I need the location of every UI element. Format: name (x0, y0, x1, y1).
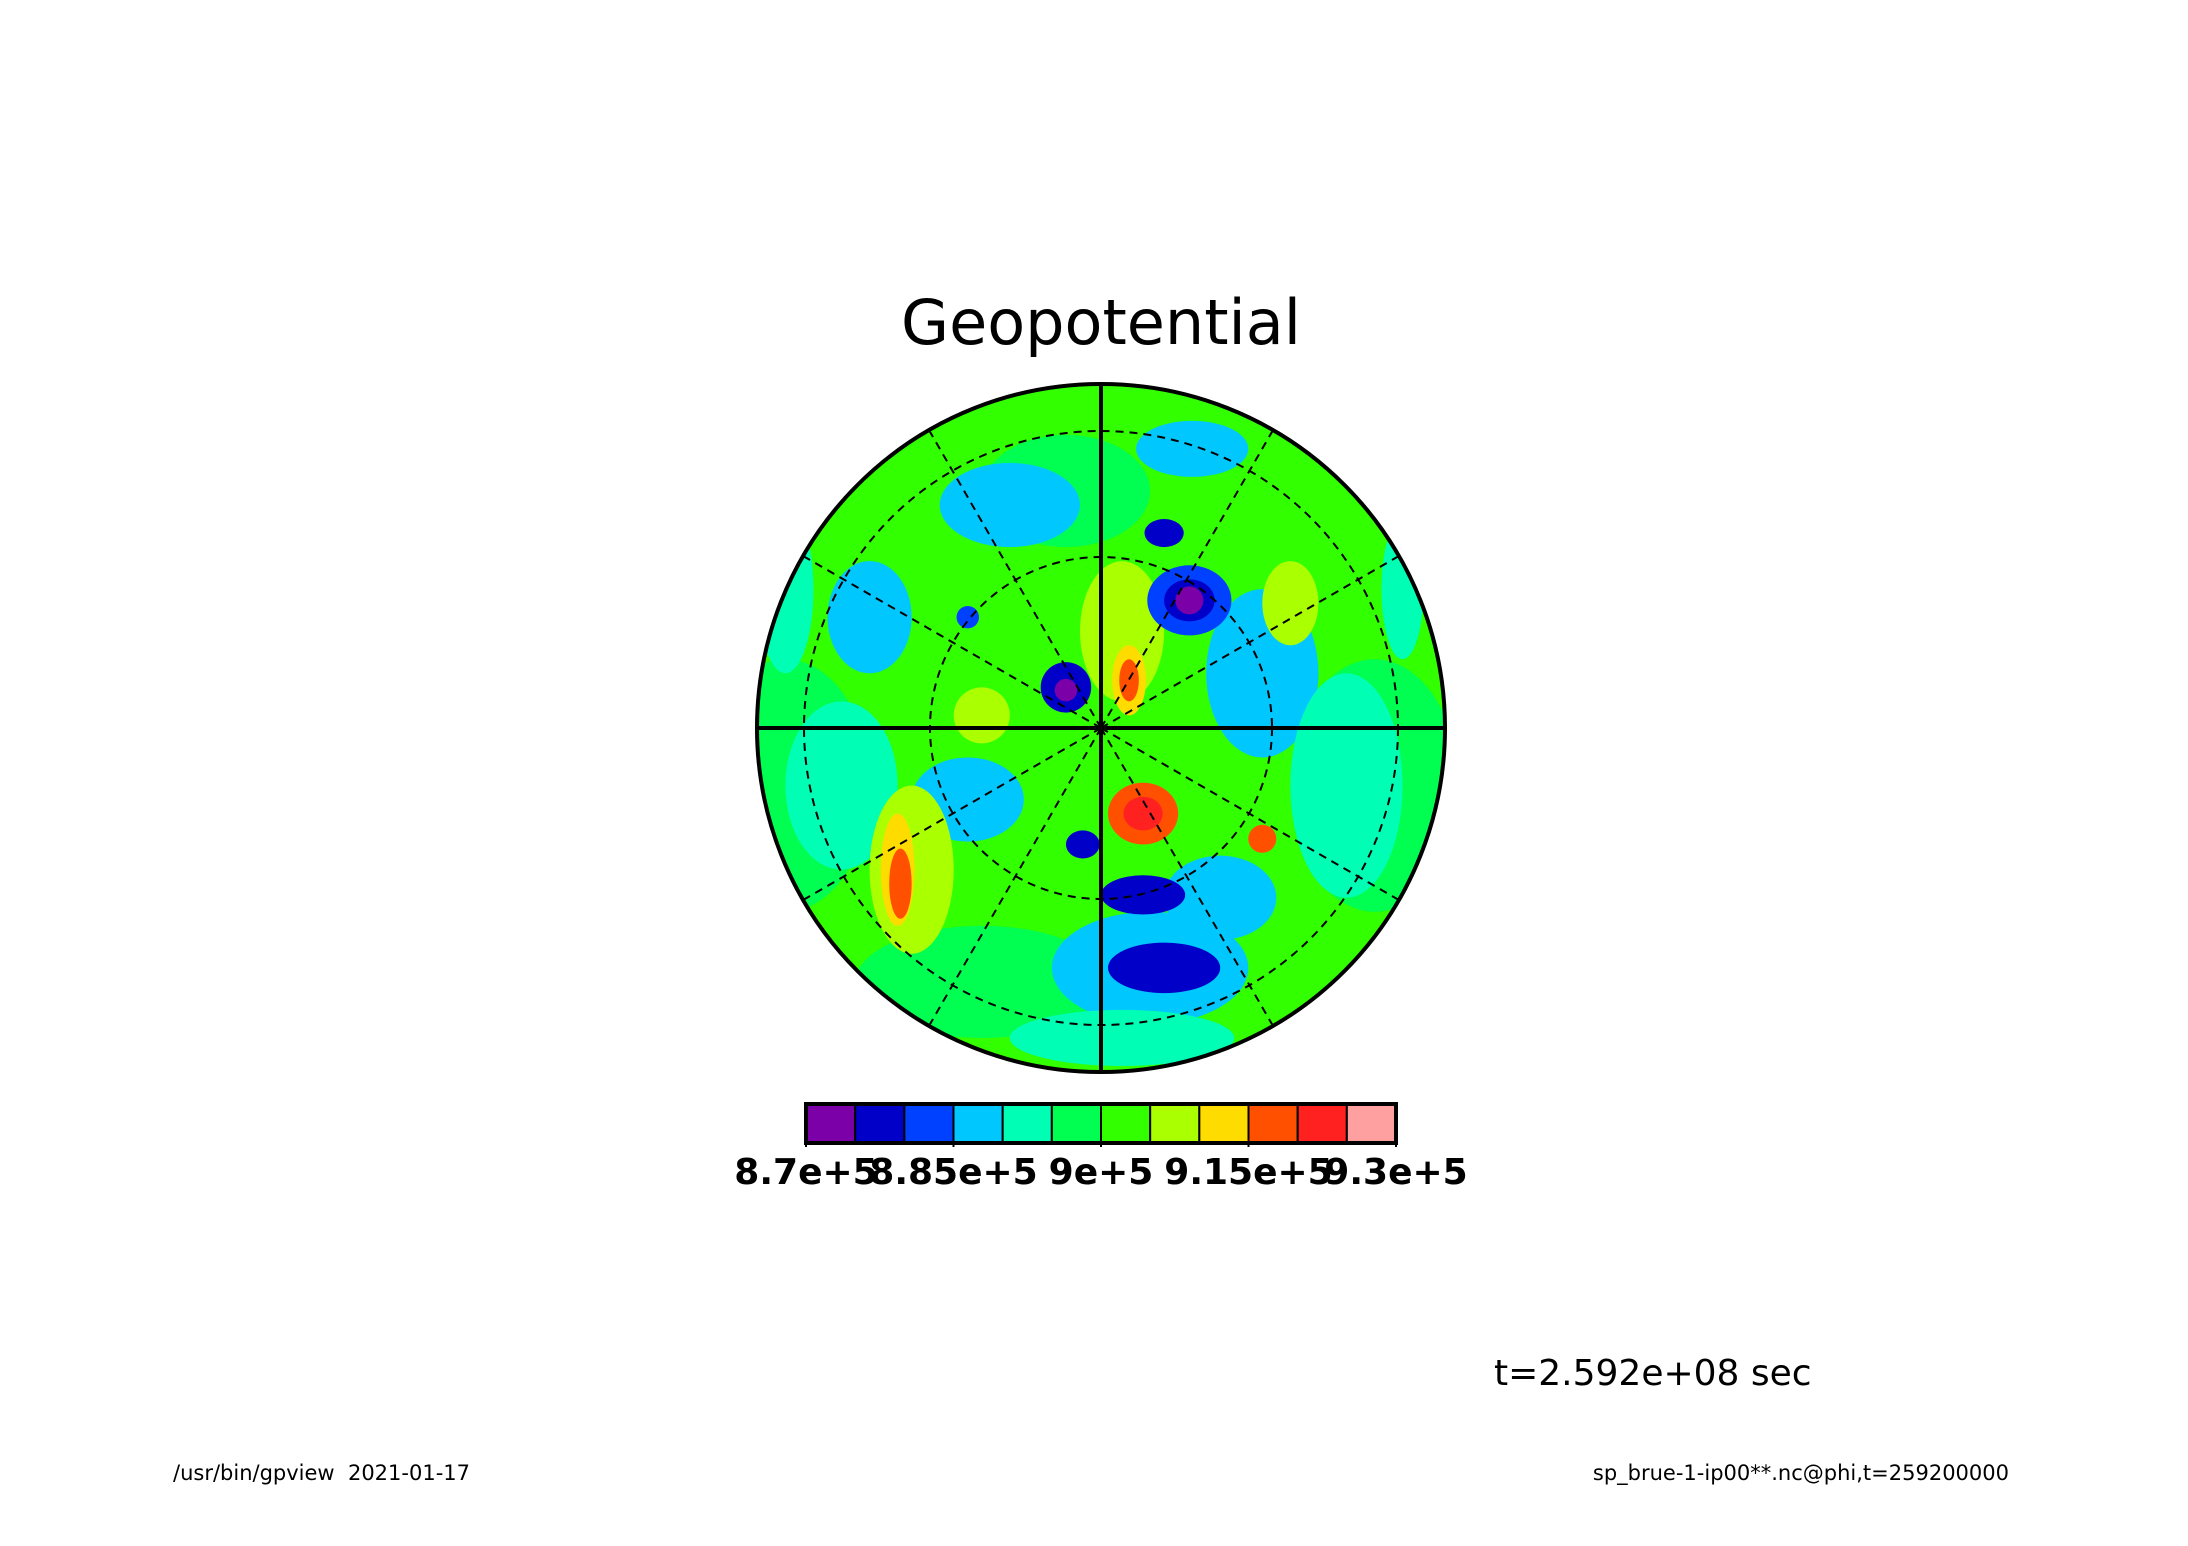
field-region (953, 687, 1010, 744)
footer-left: /usr/bin/gpview 2021-01-17 (173, 1461, 470, 1485)
polar-map (755, 382, 1447, 1074)
meridian-line (1100, 727, 1400, 901)
colorbar-box (1149, 1103, 1201, 1144)
field-region (1248, 824, 1277, 853)
colorbar-tick-label: 8.7e+5 (734, 1152, 877, 1193)
colorbar-box (1001, 1103, 1053, 1144)
meridian-line (1100, 727, 1274, 1027)
colorbar-box (1198, 1103, 1250, 1144)
meridian-line (928, 727, 1102, 1027)
colorbar-box (952, 1103, 1004, 1144)
colorbar-box (1247, 1103, 1299, 1144)
field-region (1101, 875, 1186, 915)
field-region (1144, 519, 1184, 548)
meridian-line (802, 555, 1102, 729)
meridian-line (1100, 429, 1274, 729)
field-region (1290, 673, 1403, 898)
colorbar-box (1050, 1103, 1103, 1144)
footer-right: sp_brue-1-ip00**.nc@phi,t=259200000 (1593, 1461, 2009, 1486)
field-region (1136, 420, 1249, 477)
colorbar-box (805, 1103, 857, 1144)
field-region (785, 701, 898, 870)
chart-title: Geopotential (901, 286, 1301, 359)
field-region (1108, 942, 1221, 994)
field-region (1065, 830, 1100, 859)
meridian-line (1100, 555, 1400, 729)
colorbar-tick-label: 9.3e+5 (1324, 1152, 1467, 1193)
meridian-line (928, 429, 1102, 729)
colorbar-box (854, 1103, 906, 1144)
field-region (889, 848, 912, 919)
colorbar-box (903, 1103, 955, 1144)
colorbar-box (1296, 1103, 1348, 1144)
colorbar-box (1345, 1103, 1398, 1144)
field-region (1175, 586, 1204, 615)
colorbar-tick-label: 9e+5 (1049, 1152, 1154, 1193)
field-region (1262, 561, 1319, 646)
colorbar-tick-label: 9.15e+5 (1164, 1152, 1332, 1193)
field-region (1009, 1009, 1235, 1067)
colorbar-box (1100, 1103, 1152, 1144)
meridian-line (802, 727, 1102, 901)
field-region (1164, 855, 1277, 940)
field-region (1123, 796, 1163, 831)
map-boundary (755, 382, 1447, 1074)
field-region (855, 925, 1109, 1038)
colorbar: 8.7e+58.85e+5 9e+5 9.15e+59.3e+5 (734, 1102, 1468, 1193)
field-region (1119, 659, 1139, 702)
time-annotation: t=2.592e+08 sec (1494, 1353, 1812, 1394)
colorbar-tick-label: 8.85e+5 (869, 1152, 1037, 1193)
field-region (1054, 678, 1078, 702)
field-region (956, 605, 979, 629)
field-region (939, 462, 1080, 548)
field-region (827, 561, 912, 674)
